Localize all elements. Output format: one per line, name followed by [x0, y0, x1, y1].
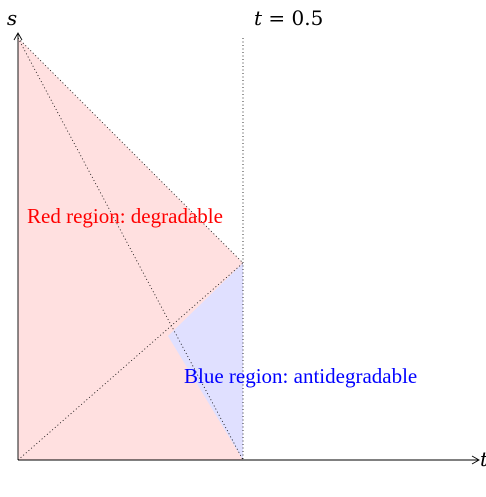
boundary-line-upper — [17, 37, 244, 264]
y-axis-label: s — [7, 6, 17, 30]
guide-label-value: = 0.5 — [262, 6, 323, 30]
guide-label: t = 0.5 — [254, 6, 323, 30]
blue-region-label: Blue region: antidegradable — [184, 364, 417, 388]
x-axis-label: t — [480, 447, 486, 471]
red-region-label: Red region: degradable — [27, 204, 223, 228]
guide-label-variable: t — [254, 6, 263, 30]
blue-region — [168, 263, 243, 460]
boundary-line-rising — [17, 262, 244, 461]
